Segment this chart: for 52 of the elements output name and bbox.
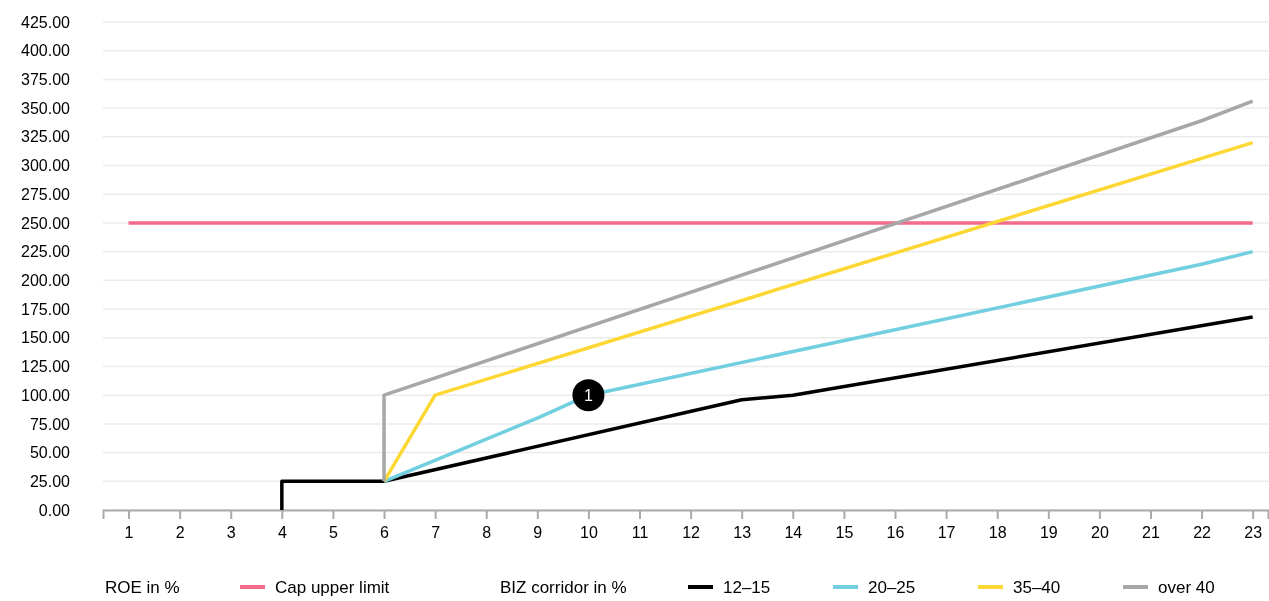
x-tick-label: 4 (277, 524, 287, 542)
x-tick-label: 21 (1142, 524, 1160, 542)
y-tick-label: 75.00 (29, 415, 71, 433)
legend-label: 12–15 (723, 578, 771, 597)
y-tick-label: 300.00 (21, 157, 71, 175)
x-tick-label: 23 (1244, 524, 1263, 542)
x-tick-label: 2 (175, 524, 185, 542)
x-tick-label: 3 (226, 524, 236, 542)
x-tick-label: 7 (431, 524, 441, 542)
x-tick-label: 10 (580, 524, 598, 542)
legend-label: 35–40 (1013, 578, 1061, 597)
annotation: 1 (583, 386, 593, 404)
legend-label: Cap upper limit (275, 578, 390, 597)
x-tick-label: 20 (1090, 524, 1109, 542)
y-tick-label: 100.00 (21, 386, 71, 404)
x-tick-label: 6 (380, 524, 390, 542)
x-tick-label: 16 (886, 524, 905, 542)
line-series (382, 249, 1255, 484)
x-axis-title: ROE in % (105, 578, 180, 597)
x-tick-label: 1 (124, 524, 134, 542)
numbered-badge: 1 (572, 379, 605, 412)
x-tick-label: 8 (482, 524, 492, 542)
y-tick-label: 225.00 (21, 243, 71, 261)
y-tick-label: 350.00 (21, 99, 71, 117)
y-tick-label: 125.00 (21, 358, 71, 376)
x-tick-label: 12 (682, 524, 701, 542)
y-tick-label: 250.00 (21, 214, 71, 232)
legend-label: 20–25 (868, 578, 916, 597)
y-tick-label: 50.00 (29, 444, 71, 462)
x-tick-label: 19 (1039, 524, 1058, 542)
y-tick-label: 275.00 (21, 185, 71, 203)
x-tick-label: 18 (988, 524, 1007, 542)
y-tick-label: 25.00 (29, 472, 71, 490)
y-tick-label: 175.00 (21, 300, 71, 318)
x-tick-label: 13 (733, 524, 752, 542)
legend-title: BIZ corridor in % (500, 578, 627, 597)
y-tick-label: 150.00 (21, 329, 71, 347)
line-series (280, 315, 1255, 512)
y-tick-label: 0.00 (38, 501, 71, 519)
x-tick-label: 11 (631, 524, 649, 542)
y-tick-label: 425.00 (21, 13, 71, 31)
x-tick-label: 22 (1193, 524, 1212, 542)
x-tick-label: 14 (784, 524, 803, 542)
x-tick-label: 9 (533, 524, 543, 542)
y-tick-label: 400.00 (21, 42, 71, 60)
x-tick-label: 5 (328, 524, 338, 542)
y-tick-label: 325.00 (21, 128, 71, 146)
y-tick-label: 375.00 (21, 71, 71, 89)
y-tick-label: 200.00 (21, 271, 71, 289)
x-tick-label: 17 (937, 524, 956, 542)
legend-label: over 40 (1158, 578, 1215, 597)
x-tick-label: 15 (835, 524, 854, 542)
